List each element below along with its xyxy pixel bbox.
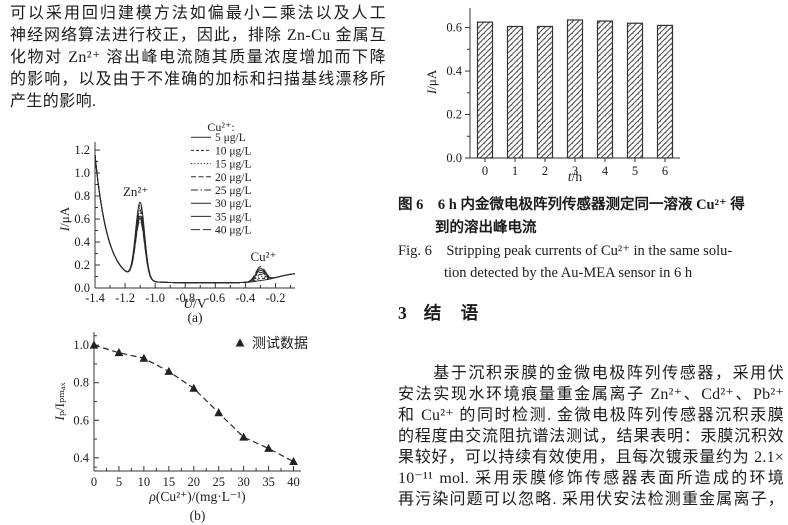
figure-b-calibration-chart: 0 5 10 15 20 25 30 35 40 0.4 0.6 0.8 1.0 Iₚ/Iₚₘₐₓ ρ(Cu… — [52, 332, 308, 523]
text-line: 可以采用回归建模方法如偏最小二乘法以及人工 — [10, 5, 386, 22]
text-line: 10⁻¹¹ mol. 采用汞膜修饰传感器表面所造成的环境 — [398, 470, 784, 487]
svg-text:35: 35 — [262, 475, 275, 489]
text-line: 化物对 Zn²⁺ 溶出峰电流随其质量浓度增加而下降 — [10, 49, 386, 66]
svg-text:6: 6 — [662, 164, 668, 178]
text-line: tion detected by the Au-MEA sensor in 6 … — [444, 265, 693, 281]
svg-text:测试数据: 测试数据 — [252, 336, 308, 352]
svg-text:40: 40 — [287, 475, 300, 489]
text-line: 的影响，以及由于不准确的加标和扫描基线漂移所 — [10, 71, 386, 88]
svg-text:Cu²⁺:: Cu²⁺: — [207, 120, 234, 134]
conclusion-paragraph: 基于沉积汞膜的金微电极阵列传感器，采用伏 安法实现水环境痕量重金属离子 Zn²⁺、… — [398, 363, 784, 510]
svg-text:0.2: 0.2 — [446, 108, 462, 122]
svg-text:25 μg/L: 25 μg/L — [215, 185, 252, 197]
text-line: Fig. 6 Stripping peak currents of Cu²⁺ i… — [398, 243, 733, 259]
svg-text:5: 5 — [632, 164, 638, 178]
text-line: 产生的影响. — [10, 93, 97, 110]
svg-text:0.4: 0.4 — [73, 451, 89, 465]
svg-text:-0.6: -0.6 — [205, 291, 225, 305]
svg-text:35 μg/L: 35 μg/L — [215, 211, 252, 223]
svg-text:Zn²⁺: Zn²⁺ — [123, 184, 148, 199]
svg-text:-1.4: -1.4 — [85, 291, 106, 305]
svg-text:0.6: 0.6 — [446, 21, 462, 35]
svg-text:U/V: U/V — [183, 296, 207, 311]
section-number: 3 — [398, 303, 408, 323]
svg-text:0.0: 0.0 — [446, 151, 462, 165]
svg-text:0.8: 0.8 — [74, 189, 90, 203]
svg-text:3: 3 — [572, 164, 578, 178]
svg-text:-1.2: -1.2 — [115, 291, 135, 305]
svg-text:-0.4: -0.4 — [235, 291, 256, 305]
svg-text:-1.0: -1.0 — [145, 291, 165, 305]
svg-text:0.6: 0.6 — [74, 212, 90, 226]
svg-text:I/μA: I/μA — [57, 206, 72, 232]
svg-text:20 μg/L: 20 μg/L — [215, 172, 252, 184]
svg-text:0.8: 0.8 — [73, 376, 89, 390]
svg-text:0.4: 0.4 — [446, 64, 462, 78]
left-column-paragraph: 可以采用回归建模方法如偏最小二乘法以及人工 神经网络算法进行校正，因此，排除 Zn… — [10, 3, 386, 113]
svg-text:1: 1 — [512, 164, 518, 178]
svg-text:0.4: 0.4 — [74, 235, 90, 249]
svg-text:10 μg/L: 10 μg/L — [215, 145, 252, 157]
section-title: 结 语 — [423, 303, 480, 323]
svg-text:30 μg/L: 30 μg/L — [215, 198, 252, 210]
text-line: 图 6 6 h 内金微电极阵列传感器测定同一溶液 Cu²⁺ 得 — [398, 197, 745, 213]
svg-text:1.0: 1.0 — [74, 166, 90, 180]
svg-text:15 μg/L: 15 μg/L — [215, 159, 252, 171]
svg-text:Iₚ/Iₚₘₐₓ: Iₚ/Iₚₘₐₓ — [52, 382, 67, 421]
svg-text:25: 25 — [212, 475, 225, 489]
svg-text:-0.2: -0.2 — [266, 291, 286, 305]
svg-text:0.2: 0.2 — [74, 258, 90, 272]
svg-text:20: 20 — [188, 475, 201, 489]
svg-text:0: 0 — [482, 164, 488, 178]
svg-text:0.6: 0.6 — [73, 413, 89, 427]
figure-a-voltammogram-chart: -1.4 -1.2 -1.0 -0.8 -0.6 -0.4 -0.2 0.0 0.2 0.4 0.6… — [57, 120, 295, 325]
text-line: 再污染问题可以忽略. 采用伏安法检测重金属离子， — [398, 491, 784, 508]
svg-text:15: 15 — [163, 475, 176, 489]
svg-text:1.0: 1.0 — [73, 338, 89, 352]
figure6-caption-english: Fig. 6 Stripping peak currents of Cu²⁺ i… — [398, 240, 786, 284]
svg-text:I/μA: I/μA — [424, 69, 439, 95]
svg-text:2: 2 — [542, 164, 548, 178]
svg-text:t/h: t/h — [568, 169, 583, 184]
svg-text:5 μg/L: 5 μg/L — [215, 132, 246, 144]
section-heading: 3 结 语 — [398, 300, 784, 325]
svg-text:5: 5 — [116, 475, 122, 489]
figure-6-bar-chart: 0.0 0.2 0.4 0.6 0 1 2 3 4 5 6 I/μA t/h — [424, 8, 680, 184]
text-line: 到的溶出峰电流 — [435, 220, 537, 236]
text-line: 基于沉积汞膜的金微电极阵列传感器，采用伏 — [398, 365, 784, 382]
svg-text:ρ(Cu²⁺)/(mg·L⁻¹): ρ(Cu²⁺)/(mg·L⁻¹) — [148, 489, 245, 504]
text-line: 果较好，可以持续有效使用，且每次镀汞量约为 2.1× — [398, 449, 784, 466]
text-line: 神经网络算法进行校正，因此，排除 Zn-Cu 金属互 — [10, 27, 386, 44]
text-line: 和 Cu²⁺ 的同时检测. 金微电极阵列传感器沉积汞膜 — [398, 407, 784, 424]
svg-text:1.2: 1.2 — [74, 143, 90, 157]
svg-text:Cu²⁺: Cu²⁺ — [250, 249, 276, 264]
svg-text:0: 0 — [91, 475, 97, 489]
text-line: 安法实现水环境痕量重金属离子 Zn²⁺、Cd²⁺、Pb²⁺ — [398, 386, 784, 403]
svg-text:-0.8: -0.8 — [175, 291, 195, 305]
svg-text:10: 10 — [138, 475, 151, 489]
svg-text:30: 30 — [237, 475, 250, 489]
svg-text:0.0: 0.0 — [74, 281, 90, 295]
svg-text:(a): (a) — [188, 310, 203, 325]
text-line: 的程度由交流阻抗谱法测试，结果表明：汞膜沉积效 — [398, 428, 784, 445]
svg-text:(b): (b) — [190, 508, 206, 523]
svg-text:40 μg/L: 40 μg/L — [215, 225, 252, 237]
svg-text:4: 4 — [602, 164, 609, 178]
figure6-caption-chinese: 图 6 6 h 内金微电极阵列传感器测定同一溶液 Cu²⁺ 得到的溶出峰电流 — [398, 194, 786, 240]
